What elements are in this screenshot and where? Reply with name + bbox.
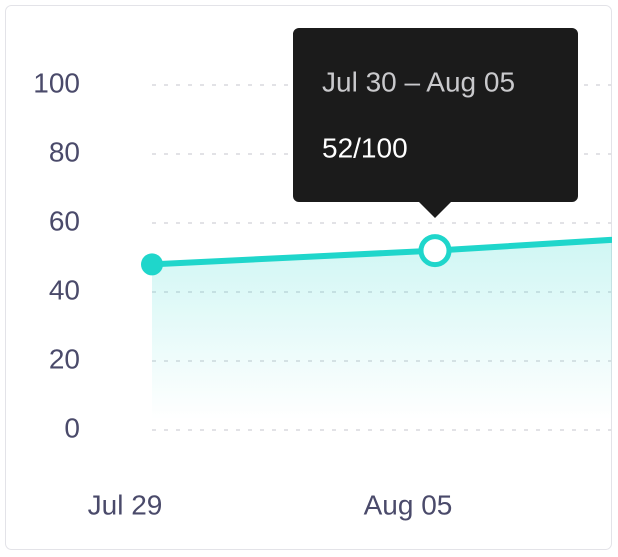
y-tick-label: 100 xyxy=(33,67,80,98)
y-tick-label: 0 xyxy=(64,412,80,443)
point-hover xyxy=(418,234,452,268)
y-tick-label: 40 xyxy=(49,274,80,305)
area xyxy=(152,239,612,420)
tooltip-box xyxy=(293,28,578,218)
tooltip: Jul 30 – Aug 05 52/100 xyxy=(293,28,578,218)
y-tick-label: 80 xyxy=(49,136,80,167)
tooltip-title: Jul 30 – Aug 05 xyxy=(322,66,515,97)
tooltip-label: 52/100 xyxy=(322,132,408,163)
x-tick-label: Aug 05 xyxy=(364,489,453,520)
y-tick-label: 60 xyxy=(49,205,80,236)
y-tick-label: 20 xyxy=(49,343,80,374)
point xyxy=(141,253,163,276)
plot-area xyxy=(141,234,612,420)
x-tick-label: Jul 29 xyxy=(88,489,163,520)
